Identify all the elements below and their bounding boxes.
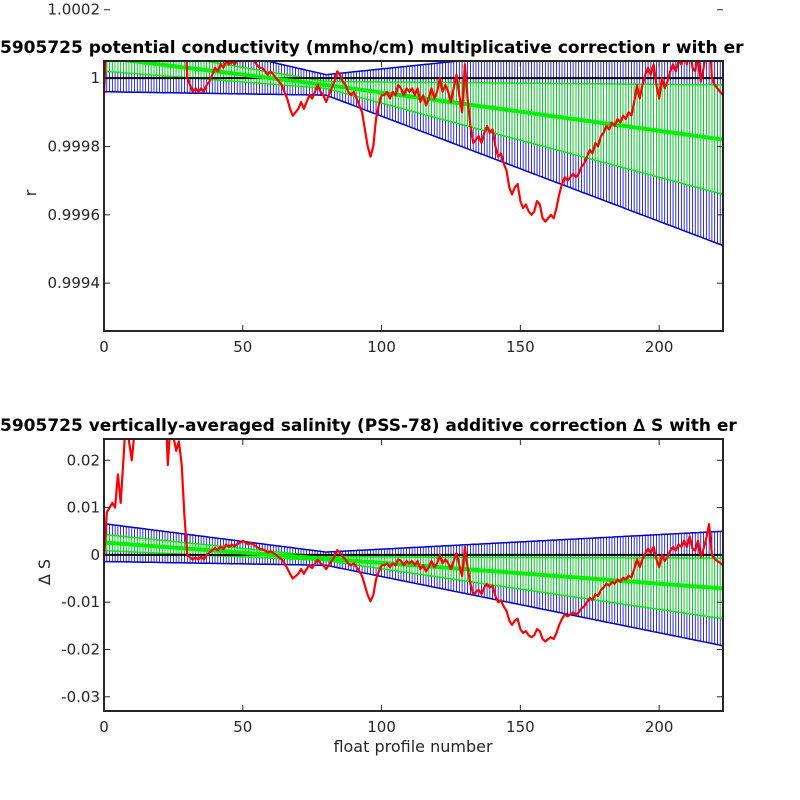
- conductivity-outer-upper-edge: [263, 61, 466, 76]
- conductivity-plot-area: [104, 61, 723, 247]
- conductivity-y-tick-label: 0.9996: [48, 206, 101, 224]
- salinity-chart-title: 5905725 vertically-averaged salinity (PS…: [0, 416, 737, 436]
- salinity-x-tick-label: 0: [99, 718, 109, 736]
- conductivity-x-tick-label: 0: [99, 338, 109, 356]
- conductivity-x-tick-label: 100: [367, 338, 396, 356]
- salinity-inner-upper-edge: [104, 533, 723, 559]
- salinity-plot-area: [104, 439, 723, 647]
- salinity-fit-line: [104, 540, 723, 591]
- conductivity-y-axis-label: r: [21, 189, 40, 196]
- conductivity-outer-lower-edge: [104, 91, 723, 247]
- conductivity-x-tick-label: 50: [233, 338, 252, 356]
- conductivity-raw-series-line: [104, 61, 723, 223]
- salinity-y-tick-label: 0: [90, 546, 100, 564]
- salinity-y-tick-label: -0.01: [61, 593, 100, 611]
- conductivity-fit-line: [115, 61, 723, 142]
- salinity-x-tick-label: 150: [506, 718, 535, 736]
- conductivity-y-tick-label: 1.0002: [48, 1, 101, 19]
- conductivity-y-tick-label: 0.9994: [48, 274, 101, 292]
- salinity-outer-lower-edge: [104, 560, 723, 647]
- salinity-y-tick-label: 0.02: [67, 451, 100, 469]
- conductivity-correction-panel: 5905725 potential conductivity (mmho/cm)…: [0, 1, 744, 356]
- conductivity-axes-box: [103, 60, 724, 332]
- salinity-raw-series-line: [104, 439, 723, 643]
- conductivity-x-tick-label: 200: [645, 338, 674, 356]
- salinity-x-tick-label: 100: [367, 718, 396, 736]
- conductivity-inner-lower-edge: [104, 70, 723, 196]
- conductivity-y-tick-label: 0.9998: [48, 137, 101, 155]
- salinity-outer-upper-edge: [104, 522, 723, 553]
- conductivity-x-tick-label: 150: [506, 338, 535, 356]
- salinity-x-tick-label: 200: [645, 718, 674, 736]
- conductivity-chart-title: 5905725 potential conductivity (mmho/cm)…: [0, 38, 744, 58]
- salinity-x-tick-label: 50: [233, 718, 252, 736]
- x-axis-label: float profile number: [333, 737, 493, 756]
- salinity-y-tick-label: -0.02: [61, 641, 100, 659]
- salinity-y-axis-label: ∆ S: [35, 559, 54, 586]
- salinity-inner-lower-edge: [104, 549, 723, 620]
- salinity-y-tick-label: 0.01: [67, 499, 100, 517]
- conductivity-inner-errorbars: [104, 61, 723, 195]
- conductivity-y-tick-label: 1: [90, 69, 100, 87]
- salinity-correction-panel: 5905725 vertically-averaged salinity (PS…: [0, 416, 737, 756]
- salinity-y-tick-label: -0.03: [61, 688, 100, 706]
- salinity-axes-box: [103, 438, 724, 712]
